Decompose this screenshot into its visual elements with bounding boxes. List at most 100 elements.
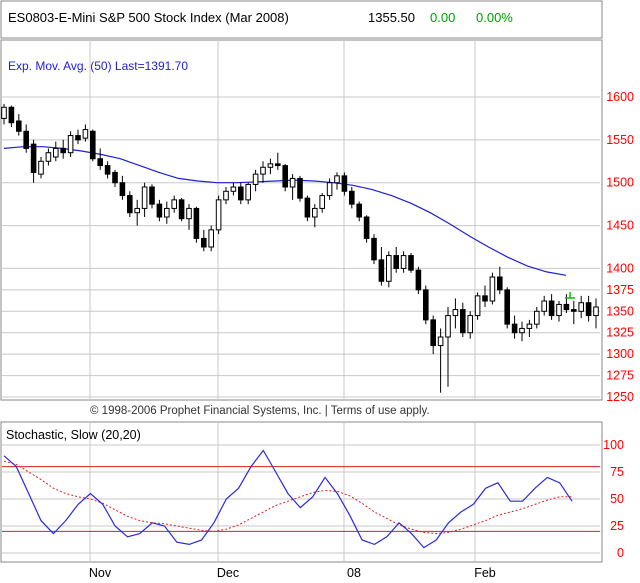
candle-down (482, 295, 488, 302)
candle-down (282, 165, 288, 188)
candle-down (119, 182, 126, 197)
candle-up (82, 129, 89, 139)
stochastic-tick-label: 75 (610, 465, 624, 479)
candle-down (415, 269, 422, 291)
candle-down (60, 147, 66, 154)
candle-down (90, 130, 96, 160)
symbol-title: ES0803-E-Mini S&P 500 Stock Index (Mar 2… (8, 10, 289, 25)
candle-up (223, 190, 229, 201)
candlestick-series (1, 103, 599, 393)
candle-down (423, 289, 429, 321)
price-tick-label: 1300 (606, 347, 634, 361)
candle-down (30, 143, 37, 173)
candle-down (363, 216, 370, 239)
candle-up (326, 182, 333, 197)
candle-down (497, 276, 503, 291)
candle-up (541, 300, 547, 312)
candle-down (371, 237, 377, 261)
price-panel-frame (0, 39, 603, 401)
price-tick-label: 1275 (606, 369, 634, 383)
chart-header: ES0803-E-Mini S&P 500 Stock Index (Mar 2… (0, 0, 603, 39)
candle-up (45, 152, 52, 162)
price-tick-label: 1500 (606, 176, 634, 190)
candle-up (312, 207, 318, 218)
price-tick-label: 1375 (606, 283, 634, 297)
candle-up (386, 255, 392, 282)
price-tick-label: 1250 (606, 390, 634, 404)
candle-up (593, 306, 599, 317)
candle-up (437, 336, 444, 347)
candle-down (75, 135, 81, 141)
price-tick-label: 1600 (606, 90, 634, 104)
stochastic-panel: Stochastic, Slow (20,20) 100 75 50 25 0 (0, 421, 624, 563)
header-box (0, 0, 603, 39)
candle-up (556, 303, 562, 317)
candle-down (430, 319, 436, 347)
x-tick-label: Nov (89, 566, 112, 580)
candle-up (474, 295, 481, 317)
current-price-marker (565, 292, 575, 299)
candle-up (489, 276, 496, 302)
candle-down (201, 237, 207, 248)
candle-up (260, 166, 266, 175)
price-panel: Exp. Mov. Avg. (50) Last=1391.70 1600 155… (0, 39, 634, 404)
candle-down (460, 309, 466, 334)
price-tick-label: 1325 (606, 326, 634, 340)
last-price: 1355.50 (368, 10, 415, 25)
x-tick-label: Feb (474, 566, 496, 580)
price-tick-label: 1400 (606, 261, 634, 275)
candle-up (252, 173, 259, 185)
candle-up (141, 186, 148, 209)
candle-up (526, 323, 533, 329)
candle-down (504, 289, 510, 325)
x-tick-label: 08 (347, 566, 361, 580)
candle-down (585, 302, 592, 317)
stochastic-tick-label: 100 (603, 438, 624, 452)
candle-down (156, 203, 163, 218)
candle-down (304, 197, 311, 218)
candle-down (356, 203, 362, 218)
price-grid (2, 40, 600, 400)
candle-up (245, 183, 251, 201)
candle-up (534, 310, 540, 325)
candle-up (67, 135, 74, 154)
candle-down (563, 303, 570, 311)
candle-up (578, 302, 584, 312)
candle-down (571, 309, 577, 312)
candle-up (53, 147, 59, 158)
x-axis: Nov Dec 08 Feb (89, 566, 496, 580)
candle-up (519, 327, 525, 334)
candle-up (289, 177, 296, 188)
copyright-notice: © 1998-2006 Prophet Financial Systems, I… (90, 405, 430, 417)
candle-up (171, 199, 177, 209)
candle-up (215, 199, 222, 231)
stochastic-y-axis: 100 75 50 25 0 (603, 438, 624, 560)
stochastic-tick-label: 50 (610, 492, 624, 506)
candle-down (8, 106, 15, 124)
candle-up (208, 229, 214, 248)
candle-down (238, 186, 244, 201)
stochastic-slow-line (3, 460, 572, 535)
price-change-percent: 0.00% (476, 10, 513, 25)
price-change: 0.00 (430, 10, 455, 25)
candle-up (164, 207, 170, 218)
stochastic-fast-line (3, 449, 573, 549)
candle-down (104, 165, 111, 175)
candle-down (127, 195, 133, 214)
ema-legend-label: Exp. Mov. Avg. (50) Last=1391.70 (8, 59, 188, 73)
candle-down (149, 186, 155, 205)
candle-down (178, 199, 185, 220)
candle-up (452, 309, 459, 317)
candle-down (275, 163, 281, 167)
candle-down (408, 255, 414, 271)
candle-up (230, 186, 237, 192)
price-y-axis: 1600 1550 1500 1450 1400 1375 1350 1325 1300 1275… (606, 90, 634, 404)
stochastic-panel-frame (0, 421, 603, 563)
candle-up (38, 160, 44, 175)
candle-down (548, 300, 555, 317)
candle-up (319, 195, 325, 209)
candle-up (445, 315, 451, 338)
candle-down (23, 130, 29, 149)
candle-down (297, 177, 303, 199)
